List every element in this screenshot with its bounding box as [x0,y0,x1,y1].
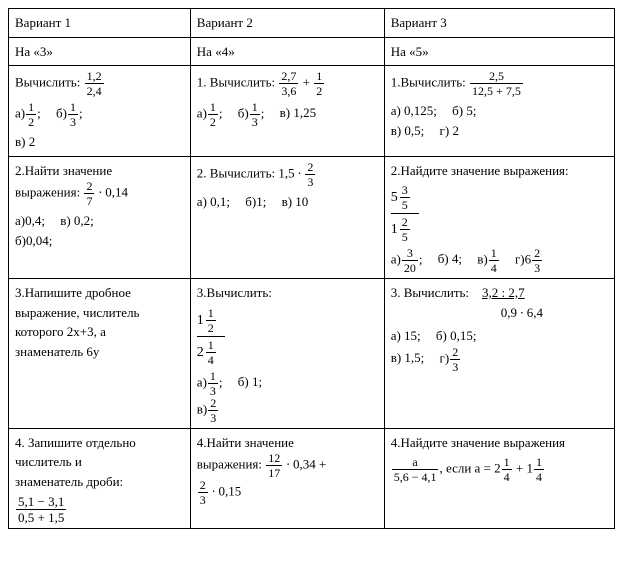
task-3-v1: 3.Напишите дробное выражение, числитель … [9,279,191,429]
grade-v2: На «4» [190,37,384,66]
task-1-v3: 1.Вычислить: 2,512,5 + 7,5 а) 0,125; б) … [384,66,614,157]
task-3-v3: 3. Вычислить: 3,2 : 2,7 0,9 ∙ 6,4 а) 15;… [384,279,614,429]
worksheet-table: Вариант 1 Вариант 2 Вариант 3 На «3» На … [8,8,615,529]
task-2-v2: 2. Вычислить: 1,5 ∙ 23 а) 0,1; б)1; в) 1… [190,156,384,279]
grade-v1: На «3» [9,37,191,66]
task-3-v2: 3.Вычислить: 112 214 а)13; б) 1; в)23 [190,279,384,429]
task-1-v2: 1. Вычислить: 2,73,6 + 12 а)12; б)13; в)… [190,66,384,157]
header-v3: Вариант 3 [384,9,614,38]
task-2-v1: 2.Найти значение выражения: 27 ∙ 0,14 а)… [9,156,191,279]
task-1-v1: Вычислить: 1,22,4 а)12; б)13; в) 2 [9,66,191,157]
task-4-v1: 4. Запишите отдельно числитель и знамена… [9,428,191,529]
header-v2: Вариант 2 [190,9,384,38]
task-4-v3: 4.Найдите значение выражения a5,6 − 4,1,… [384,428,614,529]
task-2-v3: 2.Найдите значение выражения: 535 125 а)… [384,156,614,279]
header-v1: Вариант 1 [9,9,191,38]
grade-v3: На «5» [384,37,614,66]
task-4-v2: 4.Найти значение выражения: 1217 ∙ 0,34 … [190,428,384,529]
